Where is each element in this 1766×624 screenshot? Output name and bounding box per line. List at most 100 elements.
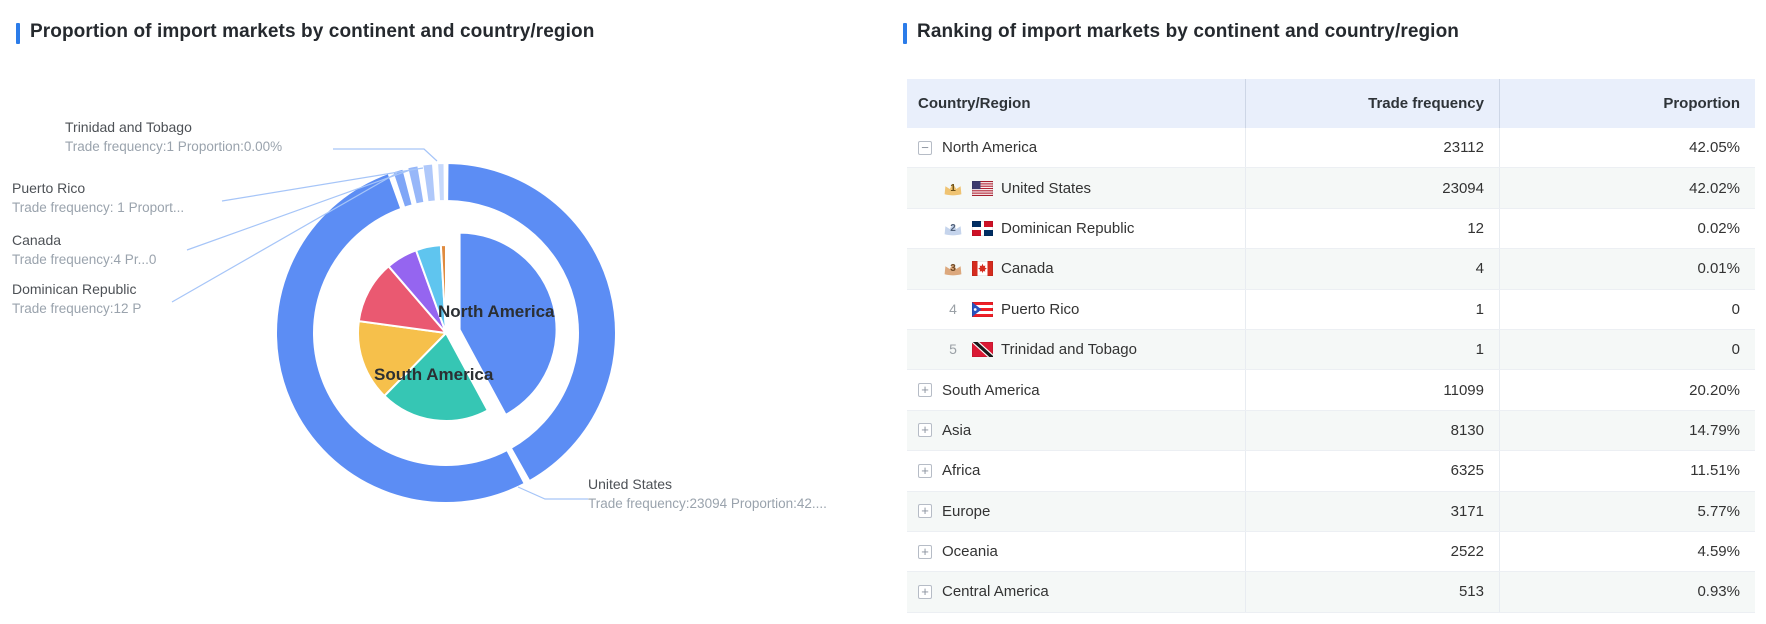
region-name: Oceania [942, 543, 998, 561]
callout-canada: Canada Trade frequency:4 Pr...0 [12, 230, 156, 270]
callout-trinidad-and-tobago: Trinidad and Tobago Trade frequency:1 Pr… [65, 117, 282, 157]
ring-slice-trinidad-and-tobago[interactable] [436, 161, 446, 203]
proportion-value: 0 [1731, 341, 1740, 359]
right-panel-title: Ranking of import markets by continent a… [917, 21, 1459, 42]
expand-toggle-icon[interactable]: + [918, 584, 932, 599]
callout-country-value: Trade frequency:12 P [12, 301, 142, 316]
callout-country-name: United States [588, 476, 673, 492]
trade-frequency-value: 4 [1246, 249, 1500, 289]
trade-frequency-value: 1 [1246, 329, 1500, 370]
trade-frequency-value: 1 [1246, 289, 1500, 329]
expand-toggle-icon[interactable]: + [918, 504, 932, 519]
column-header-proportion: Proportion [1663, 95, 1740, 112]
trade-frequency-value: 12 [1246, 208, 1500, 249]
region-name: North America [942, 139, 1038, 157]
region-name: Canada [1001, 260, 1054, 278]
region-name: Asia [942, 421, 972, 439]
trade-frequency-value: 513 [1246, 572, 1500, 612]
ring-slice-dominican-republic[interactable] [391, 167, 414, 210]
trade-frequency-value: 23112 [1246, 128, 1500, 168]
expand-toggle-icon[interactable]: − [918, 140, 932, 155]
rank-badge: 5 [942, 342, 964, 357]
table-row-trinidad-and-tobago[interactable]: 5 Trinidad and Tobago 1 0 [907, 329, 1755, 371]
table-row-asia[interactable]: + Asia 8130 14.79% [907, 410, 1755, 452]
callout-dominican-republic: Dominican Republic Trade frequency:12 P [12, 279, 141, 319]
pie-slice-north-america[interactable] [458, 231, 558, 417]
table-row-canada[interactable]: 3 Canada 4 0.01% [907, 249, 1755, 290]
callout-country-value: Trade frequency:4 Pr...0 [12, 252, 157, 267]
flag-do-icon [972, 220, 993, 236]
table-row-united-states[interactable]: 1 United States 23094 42.02% [907, 168, 1755, 209]
ring-slice-remainder[interactable] [275, 171, 527, 504]
table-body: − North America 23112 42.05% 1 United St… [907, 128, 1755, 613]
region-name: Dominican Republic [1001, 219, 1135, 237]
region-name: Puerto Rico [1001, 300, 1080, 318]
region-name: United States [1001, 179, 1092, 197]
left-panel-title: Proportion of import markets by continen… [30, 21, 595, 42]
proportion-value: 14.79% [1689, 421, 1740, 439]
pie-slice-africa[interactable] [357, 264, 449, 335]
flag-pr-icon [972, 301, 993, 317]
trade-frequency-value: 6325 [1246, 451, 1500, 491]
region-name: Africa [942, 462, 981, 480]
proportion-value: 0 [1731, 300, 1740, 318]
table-row-europe[interactable]: + Europe 3171 5.77% [907, 491, 1755, 532]
pie-label-south-america: South America [374, 365, 494, 384]
rank-number: 4 [949, 300, 957, 317]
ring-slice-united-states[interactable] [446, 161, 617, 483]
callout-country-value: Trade frequency:1 Proportion:0.00% [65, 139, 283, 154]
callout-line-united-states [517, 486, 588, 500]
proportion-value: 0.93% [1697, 583, 1740, 601]
expand-toggle-icon[interactable]: + [918, 383, 932, 398]
region-name: Central America [942, 583, 1049, 601]
expand-toggle-icon[interactable]: + [918, 423, 932, 438]
table-row-central-america[interactable]: + Central America 513 0.93% [907, 572, 1755, 613]
ring-slice-canada[interactable] [405, 164, 426, 206]
callout-line-dominican-republic [171, 172, 398, 303]
rank-number: 2 [950, 222, 956, 234]
callout-puerto-rico: Puerto Rico Trade frequency: 1 Proport..… [12, 178, 184, 218]
callout-line-puerto-rico [221, 167, 424, 202]
column-header-country-region: Country/Region [907, 79, 1246, 128]
table-row-oceania[interactable]: + Oceania 2522 4.59% [907, 531, 1755, 573]
expand-toggle-icon[interactable]: + [918, 544, 932, 559]
pie-label-north-america: North America [438, 302, 555, 321]
flag-us-icon [972, 180, 993, 196]
callout-line-trinidad-and-tobago [333, 148, 438, 162]
table-row-north-america[interactable]: − North America 23112 42.05% [907, 128, 1755, 169]
column-header-trade-frequency: Trade frequency [1246, 79, 1500, 128]
trade-frequency-value: 11099 [1246, 370, 1500, 410]
rank-badge: 1 [942, 181, 964, 196]
trade-frequency-value: 2522 [1246, 531, 1500, 572]
callout-country-value: Trade frequency: 1 Proport... [12, 200, 185, 215]
table-row-dominican-republic[interactable]: 2 Dominican Republic 12 0.02% [907, 208, 1755, 250]
expand-toggle-icon[interactable]: + [918, 463, 932, 478]
rank-number: 5 [949, 341, 957, 358]
table-header: Country/Region Trade frequency Proportio… [907, 79, 1755, 128]
proportion-value: 0.01% [1697, 260, 1740, 278]
proportion-value: 20.20% [1689, 381, 1740, 399]
callout-united-states: United States Trade frequency:23094 Prop… [588, 474, 827, 514]
proportion-value: 4.59% [1697, 543, 1740, 561]
rank-badge: 4 [942, 300, 964, 317]
rank-badge: 2 [942, 221, 964, 236]
callout-line-canada [186, 169, 411, 251]
table-row-south-america[interactable]: + South America 11099 20.20% [907, 370, 1755, 411]
trade-frequency-value: 8130 [1246, 410, 1500, 451]
callout-country-name: Canada [12, 232, 62, 248]
ring-slice-puerto-rico[interactable] [421, 162, 437, 204]
proportion-value: 0.02% [1697, 219, 1740, 237]
flag-tt-icon [972, 342, 993, 358]
table-row-africa[interactable]: + Africa 6325 11.51% [907, 451, 1755, 492]
left-title-accent-bar [16, 23, 20, 44]
proportion-value: 11.51% [1690, 462, 1740, 480]
proportion-value: 5.77% [1697, 502, 1740, 520]
table-row-puerto-rico[interactable]: 4 Puerto Rico 1 0 [907, 289, 1755, 330]
proportion-value: 42.02% [1689, 179, 1740, 197]
region-name: Europe [942, 502, 991, 520]
callout-country-name: Dominican Republic [12, 281, 137, 297]
flag-ca-icon [972, 261, 993, 277]
rank-badge: 3 [942, 261, 964, 276]
callout-country-name: Trinidad and Tobago [65, 119, 192, 135]
